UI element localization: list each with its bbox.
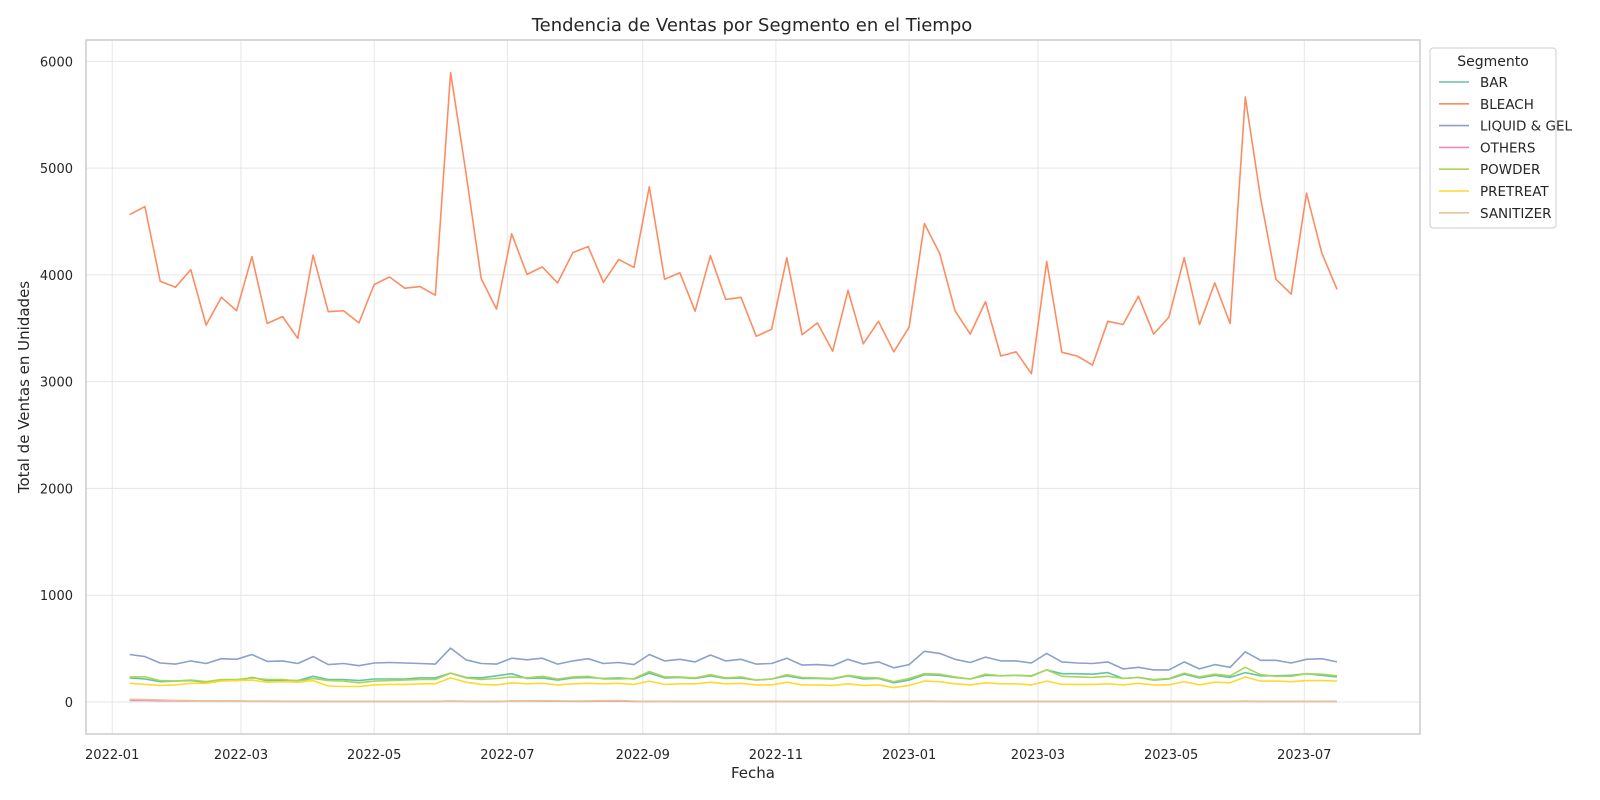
x-tick-label: 2023-07	[1277, 748, 1331, 763]
series-line-powder	[129, 666, 1338, 684]
y-tick-label: 5000	[40, 162, 73, 177]
legend-label: BLEACH	[1480, 97, 1534, 113]
legend: Segmento BAR BLEACH LIQUID & GEL OTHERS POWD…	[1429, 47, 1572, 229]
y-axis-title: Total de Ventas en Unidades	[15, 281, 33, 494]
legend-box	[1429, 47, 1557, 229]
series-lines	[129, 71, 1338, 703]
legend-label: LIQUID & GEL	[1480, 119, 1572, 135]
x-tick-label: 2022-01	[85, 748, 139, 763]
y-axis-ticks: 0 1000 2000 3000 4000 5000 6000	[40, 55, 73, 711]
legend-label: POWDER	[1480, 162, 1540, 178]
x-axis-ticks: 2022-01 2022-03 2022-05 2022-07 2022-09 2022-…	[85, 748, 1331, 763]
legend-item: SANITIZER	[1439, 206, 1552, 222]
y-tick-label: 6000	[40, 55, 73, 70]
legend-item: BLEACH	[1439, 97, 1534, 113]
y-tick-label: 2000	[40, 482, 73, 497]
x-tick-label: 2022-09	[616, 748, 670, 763]
y-tick-label: 4000	[40, 269, 73, 284]
series-line-liquid-gel	[129, 647, 1338, 671]
legend-label: OTHERS	[1480, 140, 1536, 156]
series-line-pretreat	[129, 676, 1338, 689]
legend-item: LIQUID & GEL	[1439, 119, 1572, 135]
grid	[86, 40, 1420, 734]
legend-item: POWDER	[1439, 162, 1540, 178]
series-line-sanitizer	[129, 698, 1337, 703]
x-tick-label: 2022-07	[480, 748, 534, 763]
plot-frame	[85, 39, 1421, 735]
x-tick-label: 2023-03	[1011, 748, 1065, 763]
series-line-bleach	[129, 71, 1338, 375]
x-tick-label: 2022-03	[214, 748, 268, 763]
x-tick-label: 2022-11	[749, 748, 803, 763]
legend-items: BAR BLEACH LIQUID & GEL OTHERS POWDER PRETREA…	[1439, 75, 1572, 222]
legend-item: BAR	[1439, 75, 1508, 91]
x-tick-label: 2023-01	[882, 748, 936, 763]
legend-item: PRETREAT	[1439, 184, 1549, 200]
legend-item: OTHERS	[1439, 140, 1536, 156]
y-tick-label: 1000	[40, 589, 73, 604]
x-axis-title: Fecha	[731, 764, 775, 782]
legend-title: Segmento	[1457, 54, 1529, 70]
x-tick-label: 2023-05	[1144, 748, 1198, 763]
y-tick-label: 3000	[40, 376, 73, 391]
legend-label: BAR	[1480, 75, 1508, 91]
legend-label: PRETREAT	[1480, 184, 1549, 200]
chart-title: Tendencia de Ventas por Segmento en el T…	[531, 15, 973, 36]
legend-label: SANITIZER	[1480, 206, 1552, 222]
y-tick-label: 0	[65, 696, 73, 711]
x-tick-label: 2022-05	[347, 748, 401, 763]
